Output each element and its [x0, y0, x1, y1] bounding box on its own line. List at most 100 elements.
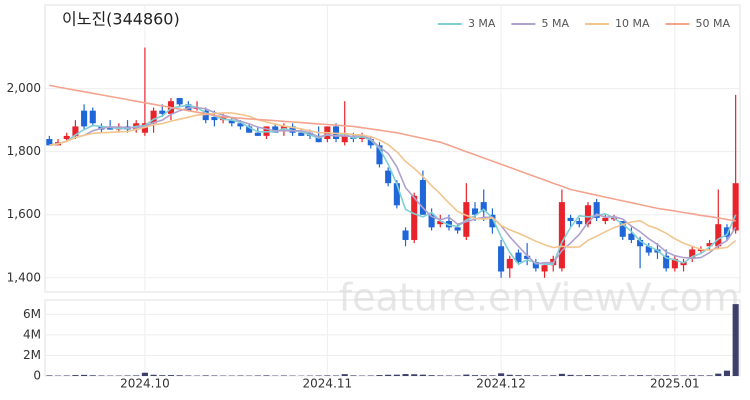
volume-bar: [445, 375, 453, 376]
candle-body: [628, 233, 635, 240]
volume-bar: [202, 375, 209, 376]
candle-body: [471, 208, 479, 215]
volume-bar: [81, 374, 88, 376]
candle-body: [150, 110, 157, 124]
volume-bar: [141, 372, 148, 376]
volume-bar: [133, 375, 140, 376]
legend-label: 3 MA: [468, 17, 496, 30]
candle-body: [385, 170, 392, 184]
ma-line: [49, 84, 736, 222]
candle-body: [376, 145, 383, 165]
volume-bar: [437, 375, 444, 376]
volume-tick-label: 2M: [23, 348, 41, 362]
candle-body: [489, 214, 496, 228]
candle-body: [46, 139, 53, 146]
y-tick-label: 1,400: [7, 270, 41, 284]
volume-bar: [541, 375, 548, 376]
legend-label: 5 MA: [541, 17, 569, 30]
y-tick-label: 2,000: [7, 81, 41, 95]
volume-bar: [367, 375, 374, 376]
volume-bar: [610, 375, 618, 376]
volume-bar: [498, 373, 505, 376]
volume-bar: [697, 375, 704, 376]
x-tick-label: 2024.12: [476, 377, 526, 391]
candle-body: [228, 120, 235, 124]
candle-body: [159, 110, 166, 114]
volume-bar: [280, 375, 287, 376]
volume-bar: [341, 374, 348, 376]
candle-body: [515, 252, 522, 263]
legend-label: 50 MA: [695, 17, 730, 30]
volume-bar: [645, 375, 652, 376]
volume-bar: [654, 375, 661, 376]
candle-body: [411, 195, 418, 240]
volume-bar: [576, 375, 583, 376]
candle-body: [619, 221, 626, 237]
volume-bar: [558, 373, 565, 376]
y-tick-label: 1,800: [7, 144, 41, 158]
volume-bar: [602, 375, 609, 376]
volume-bar: [532, 375, 539, 376]
candle-body: [532, 262, 539, 269]
volume-bar: [550, 375, 557, 376]
chart-title: 이노진(344860): [62, 10, 180, 29]
candle-body: [419, 180, 426, 215]
volume-bar: [411, 374, 418, 376]
y-tick-label: 1,600: [7, 207, 41, 221]
ma-line: [49, 112, 737, 251]
candle-body: [663, 255, 670, 269]
volume-bar: [332, 375, 340, 376]
candle-body: [689, 249, 696, 259]
candle-body: [567, 217, 574, 222]
volume-bar: [506, 374, 513, 376]
volume-bar: [663, 375, 670, 376]
volume-tick-label: 0: [33, 369, 41, 383]
volume-bar: [385, 374, 392, 376]
volume-tick-label: 6M: [23, 307, 41, 321]
candle-body: [732, 183, 739, 231]
candle-body: [428, 214, 435, 228]
candle-body: [541, 265, 548, 272]
candle-body: [454, 227, 461, 231]
x-tick-label: 2024.10: [120, 377, 170, 391]
candle-body: [593, 202, 600, 218]
candle-body: [289, 126, 296, 133]
volume-bar: [263, 375, 270, 376]
candle-body: [715, 224, 722, 247]
candle-body: [402, 230, 409, 240]
candle-body: [63, 135, 70, 140]
volume-bar: [524, 375, 531, 376]
candle-body: [506, 258, 513, 269]
candle-body: [558, 202, 565, 269]
volume-bar: [159, 375, 166, 376]
volume-bar: [567, 374, 574, 376]
volume-bar: [176, 375, 183, 376]
volume-bar: [376, 375, 383, 376]
volume-bar: [489, 375, 496, 376]
volume-bar: [637, 375, 644, 376]
candle-body: [341, 135, 348, 143]
volume-bar: [324, 375, 331, 376]
candle-body: [315, 135, 322, 143]
volume-bar: [480, 375, 487, 376]
volume-bar: [237, 375, 244, 376]
candle-body: [254, 132, 261, 136]
candle-body: [72, 126, 79, 136]
candle-body: [393, 183, 400, 206]
volume-bar: [619, 375, 626, 376]
volume-bar: [680, 375, 687, 376]
volume-bar: [89, 375, 96, 376]
candle-body: [723, 227, 731, 237]
candle-body: [602, 217, 609, 222]
legend-label: 10 MA: [615, 17, 650, 30]
volume-bar: [63, 375, 70, 376]
x-tick-label: 2025.01: [650, 377, 700, 391]
volume-bar: [150, 374, 157, 376]
candle-body: [367, 139, 374, 146]
candle-body: [237, 123, 244, 127]
volume-bar: [706, 375, 713, 376]
candle-body: [576, 221, 583, 225]
candle-body: [202, 110, 209, 121]
marks: [46, 47, 739, 376]
